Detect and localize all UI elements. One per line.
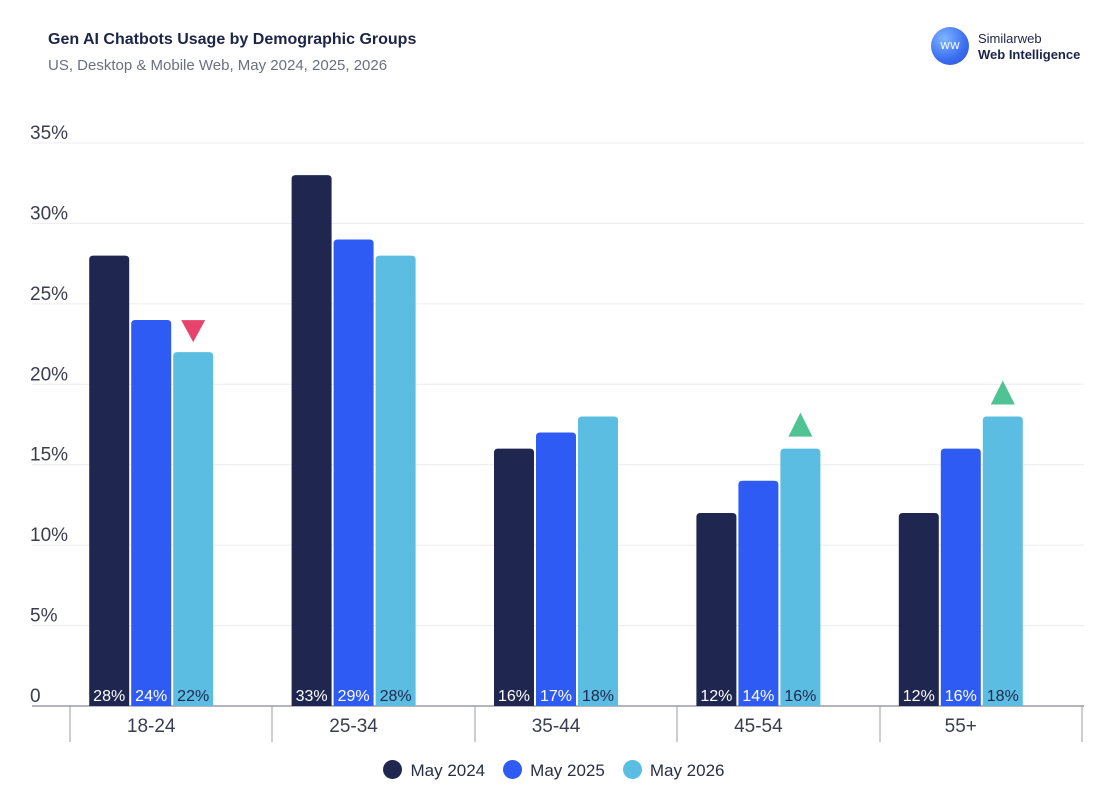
similarweb-logo-icon: WW	[931, 27, 969, 65]
y-tick-label: 25%	[30, 284, 68, 305]
bar-data-label: 24%	[135, 688, 167, 705]
bar	[578, 416, 618, 706]
bar	[940, 448, 981, 706]
bar	[696, 512, 737, 706]
trend-up-icon	[788, 412, 813, 437]
brand-name: Similarweb	[978, 31, 1042, 46]
bar-data-label: 16%	[945, 688, 977, 705]
bar	[333, 239, 374, 706]
bar-data-label: 17%	[540, 688, 572, 705]
y-tick-label: 20%	[30, 364, 68, 385]
bar	[375, 255, 416, 706]
legend-swatch	[622, 760, 642, 779]
y-tick-label: 0	[30, 686, 41, 707]
bar	[494, 448, 534, 706]
y-tick-label: 10%	[30, 525, 68, 546]
x-tick-label: 35-44	[532, 716, 581, 737]
legend-item: May 2026	[622, 760, 725, 781]
bar-data-label: 12%	[700, 688, 732, 705]
y-tick-label: 15%	[30, 445, 68, 466]
bar-data-label: 18%	[582, 688, 614, 705]
y-tick-label: 35%	[30, 123, 68, 144]
bar	[982, 416, 1023, 706]
x-tick-label: 18-24	[127, 716, 176, 737]
legend-label: May 2025	[530, 761, 605, 780]
bar	[173, 352, 214, 706]
bar-data-label: 22%	[177, 688, 209, 705]
bar	[89, 255, 130, 706]
y-tick-label: 5%	[30, 606, 58, 627]
bar-data-label: 28%	[380, 688, 412, 705]
x-tick-label: 45-54	[734, 716, 783, 737]
legend-label: May 2024	[410, 761, 486, 780]
brand-product: Web Intelligence	[978, 47, 1081, 62]
chart-title: Gen AI Chatbots Usage by Demographic Gro…	[48, 31, 417, 48]
legend-label: May 2026	[649, 761, 725, 780]
bar	[536, 432, 576, 706]
chart-legend: May 2024 May 2025 May 2026	[0, 760, 1108, 781]
bar-data-label: 16%	[498, 688, 530, 705]
bar-data-label: 18%	[987, 688, 1019, 705]
x-tick-label: 25-34	[329, 716, 378, 737]
bar-data-label: 33%	[296, 688, 328, 705]
bar-data-label: 16%	[784, 688, 816, 705]
y-tick-label: 30%	[30, 203, 68, 224]
legend-item: May 2024	[383, 760, 485, 781]
logo-text: WW	[940, 41, 960, 52]
brand-badge: WW Similarweb Web Intelligence	[931, 27, 1101, 67]
bar	[738, 480, 779, 706]
trend-down-icon	[181, 320, 206, 343]
legend-item: May 2025	[503, 760, 605, 781]
legend-swatch	[503, 760, 523, 779]
bar	[291, 175, 332, 706]
bar-data-label: 12%	[903, 688, 935, 705]
bar	[131, 319, 172, 706]
legend-swatch	[383, 760, 403, 779]
chart-subtitle: US, Desktop & Mobile Web, May 2024, 2025…	[48, 57, 388, 74]
bar	[780, 448, 821, 706]
bar-data-label: 14%	[742, 688, 774, 705]
bar-data-label: 29%	[338, 688, 370, 705]
bar-data-label: 28%	[93, 688, 125, 705]
bar	[898, 512, 939, 706]
x-tick-label: 55+	[945, 716, 977, 737]
trend-up-icon	[990, 380, 1015, 405]
